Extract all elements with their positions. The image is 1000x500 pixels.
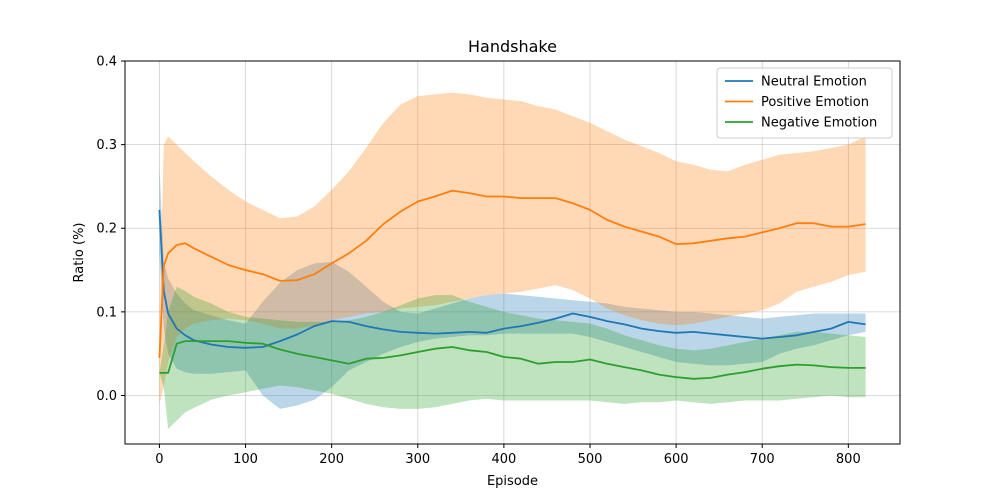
y-axis-ticks: 0.0 0.1 0.2 0.3 0.4 bbox=[96, 55, 125, 404]
x-tick-label: 700 bbox=[750, 452, 775, 467]
y-tick-label: 0.4 bbox=[96, 55, 117, 70]
x-axis-ticks: 0 100 200 300 400 500 600 700 800 bbox=[155, 444, 861, 467]
x-tick-label: 800 bbox=[836, 452, 861, 467]
y-tick-label: 0.1 bbox=[96, 305, 117, 320]
chart-title: Handshake bbox=[468, 37, 557, 56]
x-tick-label: 100 bbox=[233, 452, 258, 467]
negative-emotion-line bbox=[159, 340, 866, 380]
legend: Neutral Emotion Positive Emotion Negative … bbox=[716, 67, 893, 139]
x-tick-label: 200 bbox=[319, 452, 344, 467]
negative-emotion-legend-label: Negative Emotion bbox=[761, 116, 877, 131]
y-tick-label: 0.2 bbox=[96, 222, 117, 237]
y-axis-label: Ratio (%) bbox=[72, 222, 87, 282]
x-tick-label: 600 bbox=[664, 452, 689, 467]
y-tick-label: 0.0 bbox=[96, 389, 117, 404]
axes-frame bbox=[124, 60, 901, 445]
y-tick-label: 0.3 bbox=[96, 138, 117, 153]
x-tick-label: 300 bbox=[405, 452, 430, 467]
x-tick-label: 400 bbox=[491, 452, 516, 467]
x-axis-label: Episode bbox=[487, 474, 538, 489]
positive-emotion-band bbox=[159, 92, 866, 404]
positive-emotion-legend-label: Positive Emotion bbox=[761, 95, 869, 110]
x-tick-label: 500 bbox=[578, 452, 603, 467]
x-tick-label: 0 bbox=[155, 452, 163, 467]
series-lines bbox=[158, 189, 866, 380]
neutral-emotion-legend-label: Neutral Emotion bbox=[761, 75, 867, 90]
positive-emotion-line bbox=[158, 189, 866, 358]
neutral-emotion-line bbox=[158, 209, 866, 349]
confidence-bands bbox=[159, 92, 866, 429]
legend-box bbox=[716, 67, 893, 139]
neutral-emotion-band bbox=[159, 165, 866, 409]
